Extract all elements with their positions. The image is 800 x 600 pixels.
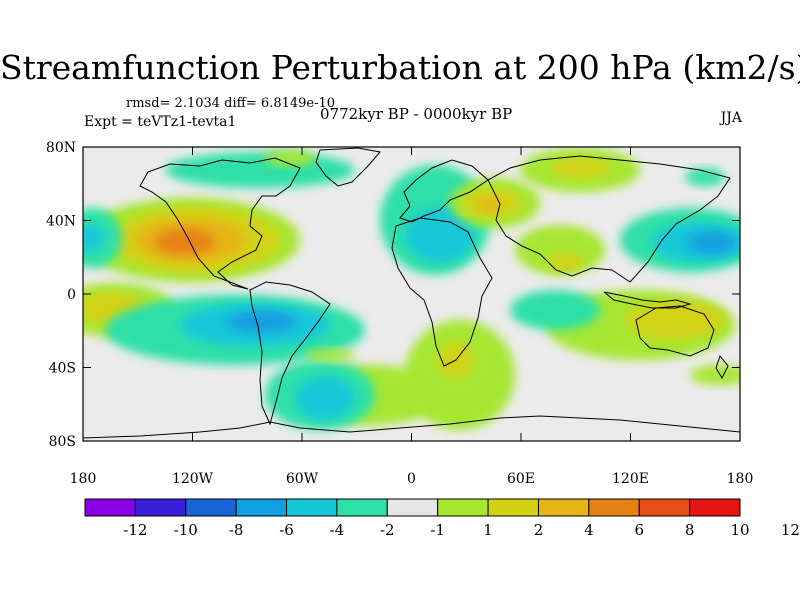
lon-tick-label: 120E (612, 471, 649, 487)
contour-newzealand-pos (690, 365, 740, 385)
axis-ticks (82, 146, 741, 442)
contour-satl-neg2 (295, 376, 355, 420)
lat-tick-label: 80N (46, 140, 76, 156)
lat-tick-label: 0 (67, 287, 76, 303)
lat-tick-label: 40N (46, 214, 76, 230)
lon-tick-label: 60E (507, 471, 535, 487)
colorbar-label: -6 (279, 521, 294, 539)
colorbar-box (84, 498, 136, 517)
colorbar-box (588, 498, 640, 517)
stats-text: rmsd= 2.1034 diff= 6.8149e-10 (126, 96, 336, 111)
season-label: JJA (720, 110, 742, 126)
colorbar-box (638, 498, 691, 517)
contour-sind-pos2 (625, 300, 725, 340)
colorbar-label: -4 (330, 521, 345, 539)
contour-india-pos2 (547, 253, 583, 271)
colorbar-label: -2 (380, 521, 395, 539)
contour-iocean-neg (510, 290, 600, 330)
contour-8 (155, 229, 215, 255)
coastlines (83, 147, 740, 439)
contour-asia-pos2 (550, 158, 610, 178)
contour-npac-small (685, 168, 725, 186)
coast-new-zealand (715, 354, 729, 380)
colorbar-box (134, 498, 187, 517)
colorbar-label: 2 (534, 521, 544, 539)
colorbar-label: 12 (781, 521, 800, 539)
colorbar-label: 6 (634, 521, 644, 539)
contour-europe-6 (478, 199, 502, 211)
colorbar-box (487, 498, 539, 517)
lat-tick-label: 80S (49, 434, 76, 450)
colorbar-label: -12 (123, 521, 147, 539)
colorbar-label: 8 (685, 521, 695, 539)
contour-wpac-neg3 (687, 232, 737, 254)
colorbar-box (286, 498, 338, 517)
coast-europe (399, 159, 489, 223)
colorbar-label: 4 (584, 521, 594, 539)
colorbar-label: 10 (730, 521, 749, 539)
colorbar-box (386, 498, 439, 517)
lon-tick-label: 180 (70, 471, 97, 487)
colorbar-box (689, 498, 741, 517)
experiment-label: Expt = teVTz1-tevta1 (84, 114, 237, 130)
contour-arctic-neg (165, 152, 355, 188)
period-label: 0772kyr BP - 0000kyr BP (320, 105, 513, 123)
colorbar-box (235, 498, 288, 517)
colorbar-label: -1 (430, 521, 445, 539)
colorbar-box (336, 498, 388, 517)
colorbar-box (185, 498, 237, 517)
lon-tick-label: 0 (407, 471, 416, 487)
coast-australia (635, 305, 715, 357)
contour-wpac-edge-neg2 (83, 224, 104, 252)
map-plot-area: 80N 40N 0 40S 80S 180 120W 60W 0 60E 120E 180 (46, 140, 754, 487)
colorbar-box (537, 498, 590, 517)
coast-antarctica (83, 415, 740, 439)
contour-sepac-neg4 (227, 311, 297, 333)
colorbar-label: -10 (174, 521, 198, 539)
lon-tick-label: 60W (286, 471, 319, 487)
coast-indonesia (603, 291, 692, 309)
plot-title: Streamfunction Perturbation at 200 hPa (… (0, 48, 800, 87)
coast-north-america (139, 157, 301, 290)
colorbar: -12 -10 -8 -6 -4 -2 -1 1 2 4 6 8 10 12 (84, 498, 800, 539)
coast-africa (391, 217, 493, 367)
lon-tick-label: 120W (172, 471, 214, 487)
lat-tick-label: 40S (49, 361, 76, 377)
contour-samerica-pos (305, 349, 355, 361)
colorbar-box (437, 498, 489, 517)
longitude-labels: 180 120W 60W 0 60E 120E 180 (70, 471, 754, 487)
coast-asia (487, 155, 731, 283)
colorbar-label: 1 (483, 521, 493, 539)
contour-africa-neg2 (405, 207, 475, 263)
colorbar-label: -8 (229, 521, 244, 539)
coast-greenland (315, 147, 381, 187)
latitude-labels: 80N 40N 0 40S 80S (46, 140, 76, 450)
contour-fields (83, 148, 740, 430)
lon-tick-label: 180 (727, 471, 754, 487)
coast-south-america (249, 281, 331, 426)
